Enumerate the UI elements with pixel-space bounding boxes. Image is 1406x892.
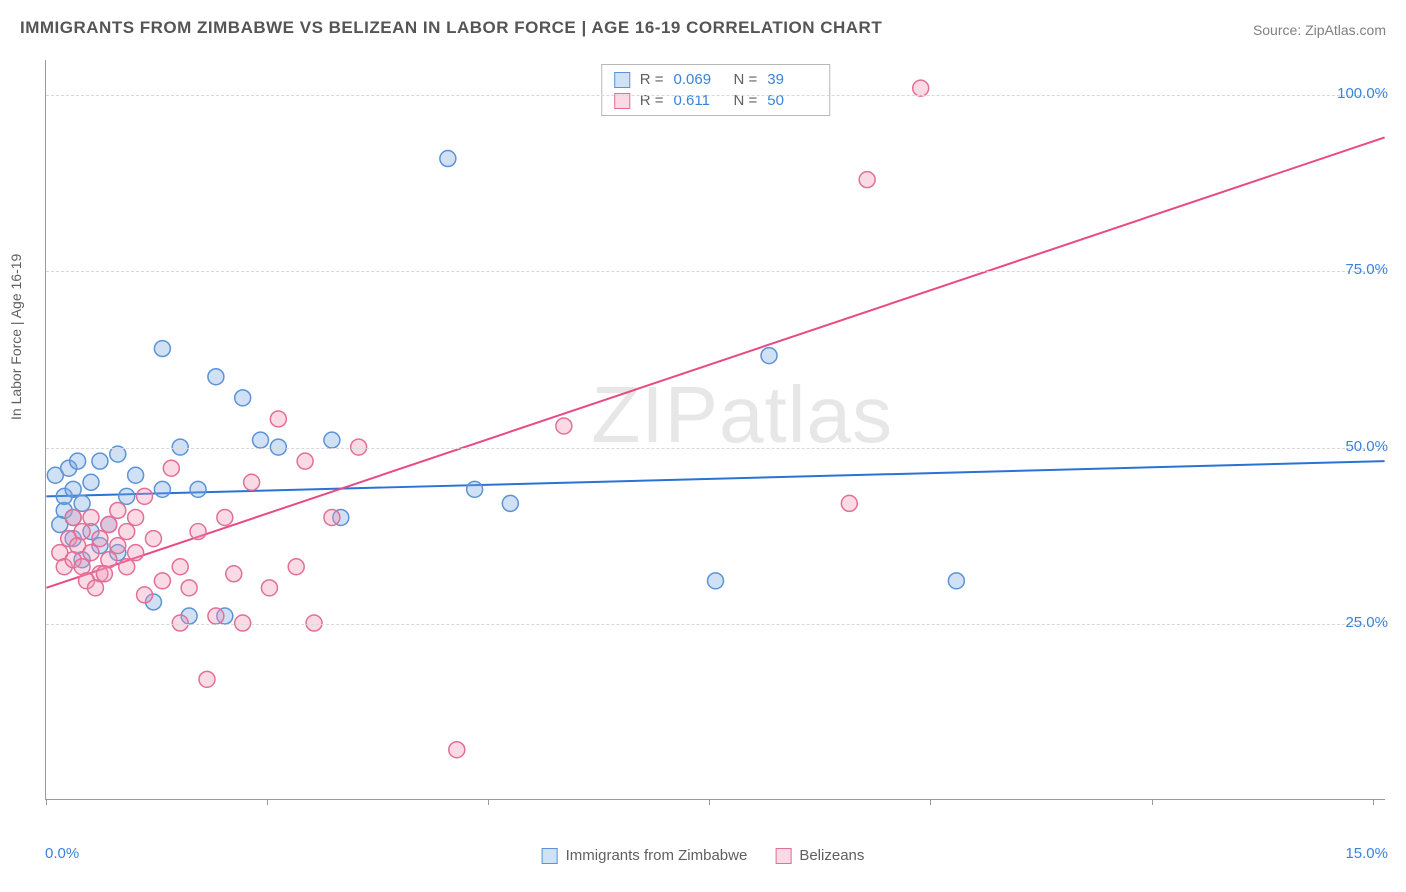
data-point — [449, 742, 465, 758]
data-point — [190, 481, 206, 497]
data-point — [253, 432, 269, 448]
chart-plot-area: ZIPatlas R = 0.069 N = 39 R = 0.611 N = … — [45, 60, 1385, 800]
series-legend: Immigrants from Zimbabwe Belizeans — [542, 847, 865, 864]
trend-line — [46, 137, 1384, 587]
data-point — [235, 390, 251, 406]
x-tick — [267, 799, 268, 805]
gridline — [46, 624, 1385, 625]
data-point — [708, 573, 724, 589]
data-point — [288, 559, 304, 575]
data-point — [110, 502, 126, 518]
y-axis-label: In Labor Force | Age 16-19 — [8, 254, 24, 420]
data-point — [199, 671, 215, 687]
data-point — [96, 566, 112, 582]
data-point — [181, 580, 197, 596]
y-tick-label: 75.0% — [1345, 261, 1388, 278]
gridline — [46, 448, 1385, 449]
x-axis-min-label: 0.0% — [45, 845, 79, 862]
chart-title: IMMIGRANTS FROM ZIMBABWE VS BELIZEAN IN … — [20, 18, 882, 38]
data-point — [208, 369, 224, 385]
y-tick-label: 50.0% — [1345, 438, 1388, 455]
gridline — [46, 95, 1385, 96]
x-tick — [930, 799, 931, 805]
scatter-svg — [46, 60, 1385, 799]
data-point — [74, 495, 90, 511]
data-point — [761, 348, 777, 364]
x-axis-max-label: 15.0% — [1345, 845, 1388, 862]
data-point — [440, 151, 456, 167]
x-tick — [488, 799, 489, 805]
data-point — [556, 418, 572, 434]
data-point — [128, 545, 144, 561]
data-point — [467, 481, 483, 497]
x-tick — [46, 799, 47, 805]
x-tick — [1152, 799, 1153, 805]
data-point — [154, 341, 170, 357]
data-point — [841, 495, 857, 511]
data-point — [324, 432, 340, 448]
data-point — [913, 80, 929, 96]
data-point — [83, 509, 99, 525]
data-point — [128, 467, 144, 483]
swatch-series-0-bottom — [542, 848, 558, 864]
y-tick-label: 100.0% — [1337, 85, 1388, 102]
data-point — [65, 509, 81, 525]
data-point — [270, 411, 286, 427]
data-point — [163, 460, 179, 476]
data-point — [226, 566, 242, 582]
swatch-series-1-bottom — [775, 848, 791, 864]
legend-item-1: Belizeans — [775, 847, 864, 864]
data-point — [101, 517, 117, 533]
x-tick — [1373, 799, 1374, 805]
data-point — [948, 573, 964, 589]
data-point — [324, 509, 340, 525]
data-point — [119, 524, 135, 540]
data-point — [137, 488, 153, 504]
data-point — [154, 573, 170, 589]
data-point — [128, 509, 144, 525]
source-attribution: Source: ZipAtlas.com — [1253, 22, 1386, 38]
x-tick — [709, 799, 710, 805]
data-point — [119, 559, 135, 575]
gridline — [46, 271, 1385, 272]
data-point — [859, 172, 875, 188]
data-point — [65, 481, 81, 497]
data-point — [154, 481, 170, 497]
data-point — [261, 580, 277, 596]
data-point — [92, 453, 108, 469]
y-tick-label: 25.0% — [1345, 614, 1388, 631]
data-point — [145, 531, 161, 547]
data-point — [172, 559, 188, 575]
data-point — [217, 509, 233, 525]
data-point — [190, 524, 206, 540]
data-point — [70, 453, 86, 469]
data-point — [502, 495, 518, 511]
data-point — [92, 531, 108, 547]
data-point — [119, 488, 135, 504]
data-point — [208, 608, 224, 624]
data-point — [87, 580, 103, 596]
data-point — [110, 538, 126, 554]
data-point — [297, 453, 313, 469]
data-point — [83, 474, 99, 490]
data-point — [83, 545, 99, 561]
legend-item-0: Immigrants from Zimbabwe — [542, 847, 748, 864]
data-point — [74, 524, 90, 540]
data-point — [244, 474, 260, 490]
data-point — [137, 587, 153, 603]
